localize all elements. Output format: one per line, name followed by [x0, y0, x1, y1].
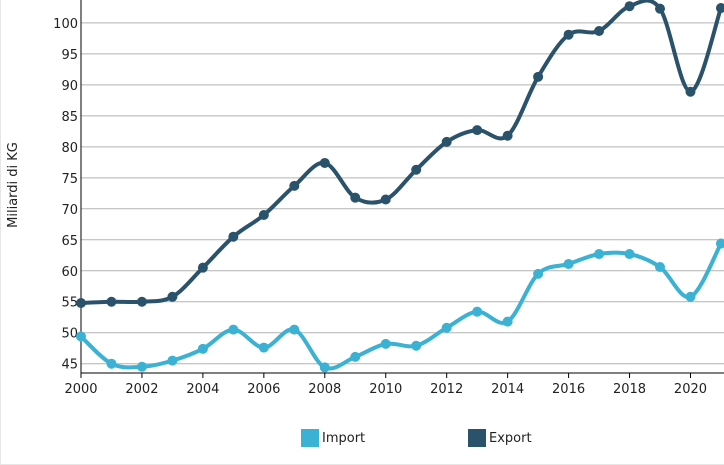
legend-item-export[interactable]: Export [468, 429, 532, 447]
y-tick-label: 80 [61, 141, 78, 156]
data-point-import [411, 340, 422, 351]
series-line-import [81, 242, 723, 371]
y-tick-label: 90 [61, 79, 78, 94]
data-point-import [472, 306, 483, 317]
data-point-export [655, 3, 666, 14]
data-point-import [350, 351, 361, 362]
y-tick-label: 85 [61, 110, 78, 125]
data-point-import [594, 249, 605, 260]
data-point-import [533, 268, 544, 279]
data-point-export [685, 86, 696, 97]
x-tick-label: 2018 [613, 382, 646, 397]
data-point-export [533, 71, 544, 82]
data-point-import [685, 291, 696, 302]
data-point-import [106, 358, 117, 369]
data-point-export [228, 231, 239, 242]
data-point-export [502, 130, 513, 141]
data-point-import [380, 338, 391, 349]
data-point-export [624, 1, 635, 12]
x-tick-label: 2000 [64, 382, 97, 397]
data-point-import [715, 238, 724, 249]
legend-swatch-export [468, 429, 486, 447]
data-point-export [715, 3, 724, 14]
data-point-import [319, 362, 330, 373]
y-tick-label: 55 [61, 296, 78, 311]
x-tick-label: 2020 [674, 382, 707, 397]
data-point-import [624, 249, 635, 260]
y-tick-label: 70 [61, 203, 78, 218]
x-tick-label: 2010 [369, 382, 402, 397]
data-point-import [289, 324, 300, 335]
data-point-export [197, 262, 208, 273]
x-tick-label: 2004 [186, 382, 219, 397]
y-tick-label: 95 [61, 48, 78, 63]
legend-item-import[interactable]: Import [301, 429, 365, 447]
data-point-import [655, 262, 666, 273]
data-point-export [76, 297, 86, 308]
y-tick-label: 50 [61, 327, 78, 342]
data-point-import [563, 258, 574, 269]
data-point-export [289, 180, 300, 191]
data-point-export [350, 192, 361, 203]
data-point-export [106, 296, 117, 307]
data-point-import [197, 343, 208, 354]
y-axis-label: Miliardi di KG [6, 142, 21, 228]
x-tick-label: 2006 [247, 382, 280, 397]
x-tick-label: 2008 [308, 382, 341, 397]
y-tick-label: 65 [61, 234, 78, 249]
data-point-import [167, 355, 178, 366]
series-line-export [81, 0, 723, 305]
y-tick-label: 45 [61, 358, 78, 373]
data-point-import [76, 331, 86, 342]
data-point-import [228, 324, 239, 335]
data-point-export [258, 210, 269, 221]
data-point-export [472, 125, 483, 136]
data-point-import [441, 322, 452, 333]
data-point-import [258, 342, 269, 353]
data-point-export [563, 29, 574, 40]
data-point-import [502, 316, 513, 327]
data-point-export [441, 136, 452, 147]
data-point-export [319, 157, 330, 168]
data-point-export [594, 25, 605, 36]
legend-swatch-import [301, 429, 319, 447]
x-tick-label: 2012 [430, 382, 463, 397]
data-point-import [136, 361, 147, 372]
legend-label-export: Export [489, 430, 532, 446]
x-tick-label: 2002 [125, 382, 158, 397]
y-tick-label: 100 [53, 17, 78, 32]
legend-label-import: Import [322, 430, 366, 446]
data-point-export [411, 164, 422, 175]
y-tick-label: 75 [61, 172, 78, 187]
x-tick-label: 2016 [552, 382, 585, 397]
data-point-export [380, 194, 391, 205]
y-tick-label: 60 [61, 265, 78, 280]
data-point-export [167, 291, 178, 302]
data-point-export [136, 296, 147, 307]
x-tick-label: 2014 [491, 382, 524, 397]
